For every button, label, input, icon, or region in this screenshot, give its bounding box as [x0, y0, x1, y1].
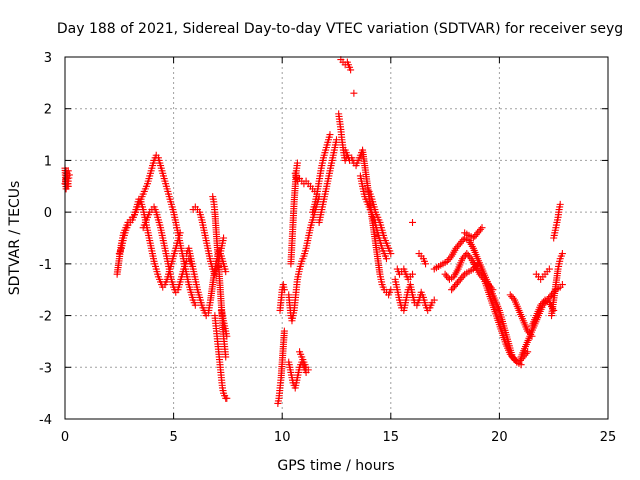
data-points [61, 56, 566, 407]
data-point [409, 270, 417, 278]
axis-ticks: 0 5 10 15 20 25 -4 -3 -2 -1 0 1 2 3 [39, 51, 616, 445]
data-point [350, 89, 358, 97]
y-tick-label: -2 [39, 310, 52, 325]
data-point [466, 253, 474, 261]
data-point [443, 272, 451, 280]
data-point [452, 244, 460, 252]
y-tick-label: -3 [39, 361, 52, 376]
data-point [558, 250, 566, 258]
data-point [479, 274, 487, 282]
data-point [469, 265, 477, 273]
data-point [387, 286, 395, 294]
data-point [508, 293, 516, 301]
data-point [176, 229, 184, 237]
data-point [455, 277, 463, 285]
data-point [422, 260, 430, 268]
data-point [223, 332, 231, 340]
data-point [456, 239, 464, 247]
data-point [515, 358, 523, 366]
data-point [524, 327, 532, 335]
data-point [546, 293, 554, 301]
data-point [191, 301, 199, 309]
y-tick-label: 3 [44, 51, 52, 66]
data-point [453, 243, 461, 251]
data-point [471, 232, 479, 240]
data-point [506, 350, 514, 358]
data-point [222, 268, 230, 276]
data-point [452, 281, 460, 289]
data-point [475, 227, 483, 235]
data-point [443, 257, 451, 265]
data-point [538, 300, 546, 308]
data-point [516, 356, 524, 364]
data-point [456, 275, 464, 283]
data-point [506, 291, 514, 299]
data-point [474, 260, 482, 268]
plot-frame [64, 56, 609, 420]
data-point [222, 353, 230, 361]
data-point [451, 282, 459, 290]
data-point [477, 225, 485, 233]
data-point [223, 394, 231, 402]
data-point [458, 237, 466, 245]
data-point [458, 274, 466, 282]
data-point [459, 272, 467, 280]
data-point [509, 294, 517, 302]
y-tick-label: 2 [44, 103, 52, 118]
data-point [64, 182, 72, 190]
data-point [382, 255, 390, 263]
data-point [537, 301, 545, 309]
x-tick-label: 5 [169, 430, 177, 445]
data-point [474, 229, 482, 237]
data-point [446, 254, 454, 262]
data-point [280, 286, 288, 294]
data-point [293, 159, 301, 167]
data-point [558, 281, 566, 289]
data-point [508, 352, 516, 360]
chart-title: Day 188 of 2021, Sidereal Day-to-day VTE… [57, 21, 623, 37]
data-point [455, 241, 463, 249]
y-tick-label: 1 [44, 154, 52, 169]
data-point [476, 270, 484, 278]
x-tick-label: 25 [600, 430, 617, 445]
data-point [463, 250, 471, 258]
data-point [326, 131, 334, 139]
data-point [280, 327, 288, 335]
data-point [545, 265, 553, 273]
data-point [472, 262, 480, 270]
y-tick-label: -1 [39, 258, 52, 273]
data-point [469, 234, 477, 242]
y-axis-label: SDTVAR / TECUs [7, 181, 23, 296]
data-point [430, 296, 438, 304]
data-point [509, 354, 517, 362]
y-tick-label: -4 [39, 413, 52, 428]
data-point [471, 263, 479, 271]
data-point [458, 255, 466, 263]
data-point [445, 256, 453, 264]
x-tick-label: 15 [383, 430, 400, 445]
data-point [387, 250, 395, 258]
data-point [453, 279, 461, 287]
x-tick-label: 0 [61, 430, 69, 445]
data-point [472, 231, 480, 239]
data-point [441, 270, 449, 278]
data-point [524, 348, 532, 356]
data-point [478, 224, 486, 232]
data-point [347, 66, 355, 74]
data-point [409, 218, 417, 226]
data-point [448, 286, 456, 294]
data-point [464, 251, 472, 259]
x-tick-label: 20 [491, 430, 508, 445]
data-point [304, 366, 312, 374]
data-point [477, 272, 485, 280]
y-tick-label: 0 [44, 206, 52, 221]
x-tick-label: 10 [274, 430, 291, 445]
data-point [449, 284, 457, 292]
data-point [220, 234, 228, 242]
data-point [556, 200, 564, 208]
x-axis-label: GPS time / hours [277, 458, 394, 474]
